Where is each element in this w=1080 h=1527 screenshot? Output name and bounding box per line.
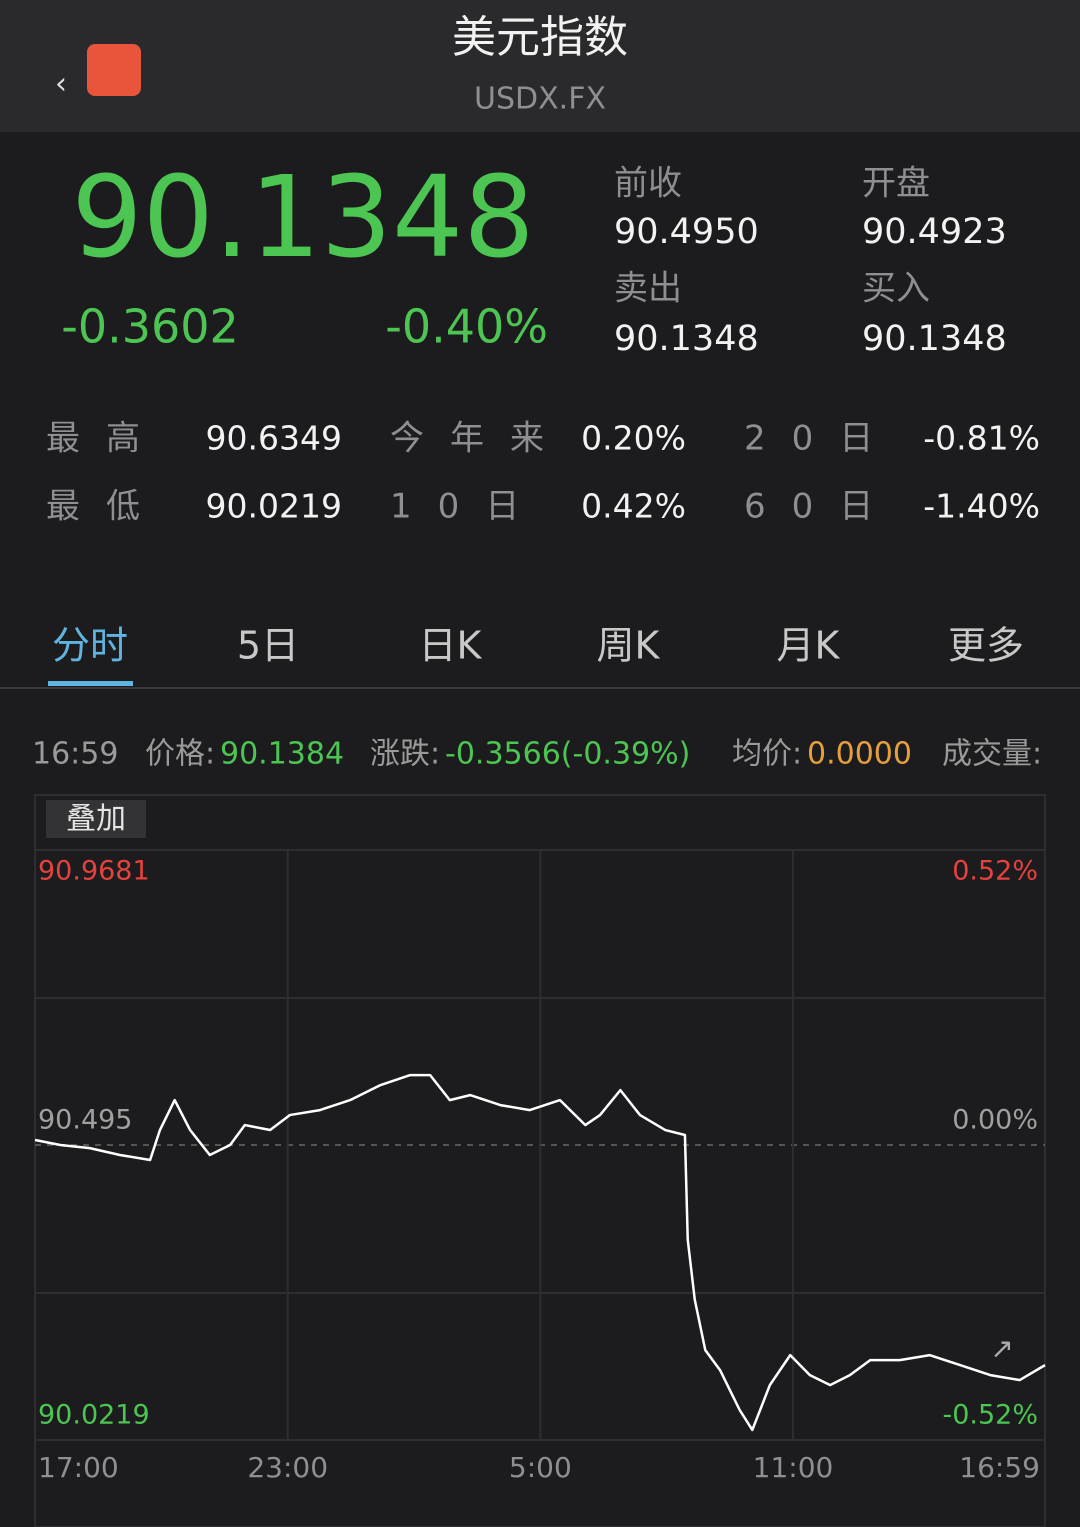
stat-value: 90.4923 <box>862 212 1007 252</box>
tab[interactable]: 周K <box>597 624 661 668</box>
x-tick-label: 11:00 <box>753 1451 834 1484</box>
range-label: 最高 <box>46 419 166 459</box>
range-label: 10日 <box>390 487 545 527</box>
y2-tick-label: -0.52% <box>942 1400 1038 1431</box>
range-value: 90.0219 <box>206 487 342 526</box>
stat-label: 买入 <box>862 269 930 309</box>
info-time: 16:59 <box>32 737 118 772</box>
stat-label: 前收 <box>614 164 682 204</box>
stat-label: 卖出 <box>614 269 682 309</box>
stat-value: 90.1348 <box>862 319 1007 359</box>
change-pct: -0.40% <box>385 300 548 354</box>
range-value: 90.6349 <box>206 419 342 458</box>
x-tick-label: 5:00 <box>509 1451 572 1484</box>
y-tick-label: 90.9681 <box>38 856 150 887</box>
tab[interactable]: 更多 <box>948 624 1024 668</box>
info-label: 成交量: <box>942 737 1042 772</box>
price: 90.1348 <box>71 153 534 283</box>
range-label: 60日 <box>744 487 899 527</box>
stat-label: 开盘 <box>862 164 930 204</box>
y2-tick-label: 0.52% <box>952 856 1038 887</box>
x-tick-label: 17:00 <box>38 1451 119 1484</box>
tabs: 分时 5日 日K 周K 月K 更多 <box>52 624 1024 668</box>
app-icon[interactable] <box>87 44 141 96</box>
expand-icon[interactable]: ↗ <box>990 1332 1013 1365</box>
chart-frame <box>34 794 1046 1527</box>
overlay-button[interactable] <box>46 800 146 838</box>
stat-value: 90.4950 <box>614 212 759 252</box>
range-value: -1.40% <box>923 487 1040 526</box>
tab-indicator <box>48 681 133 686</box>
title: 美元指数 <box>452 12 628 63</box>
ranges: 最高 90.6349 今年来 0.20% 20日 -0.81% 最低 90.0219 10日 0.… <box>46 419 1040 527</box>
subtitle: USDX.FX <box>474 82 606 117</box>
range-value: -0.81% <box>923 419 1040 458</box>
tab[interactable]: 5日 <box>237 624 299 668</box>
x-tick-label: 16:59 <box>959 1451 1040 1484</box>
price-line <box>34 1073 1046 1432</box>
overlay-button-label[interactable]: 叠加 <box>66 802 126 837</box>
y-tick-label: 90.495 <box>38 1105 132 1136</box>
info-label: 价格: <box>145 737 215 772</box>
header-bar <box>0 0 1080 132</box>
change: -0.3602 <box>61 300 239 354</box>
chart: 90.0219 90.495 90.9681 -0.52% 0.00% 0.52% 17:0… <box>34 849 1046 1484</box>
info-price: 90.1384 <box>220 737 344 772</box>
tab[interactable]: 月K <box>777 624 841 668</box>
range-label: 最低 <box>46 487 166 527</box>
x-tick-label: 23:00 <box>247 1451 328 1484</box>
stat-value: 90.1348 <box>614 319 759 359</box>
tab[interactable]: 分时 <box>52 624 128 668</box>
info-label: 均价: <box>732 737 802 772</box>
range-value: 0.20% <box>581 419 686 458</box>
info-change: -0.3566(-0.39%) <box>445 737 690 772</box>
info-label: 涨跌: <box>370 737 440 772</box>
range-label: 20日 <box>744 419 899 459</box>
y2-tick-label: 0.00% <box>952 1105 1038 1136</box>
range-label: 今年来 <box>390 419 570 459</box>
range-value: 0.42% <box>581 487 686 526</box>
info-avg: 0.0000 <box>807 737 912 772</box>
tab[interactable]: 日K <box>419 624 483 668</box>
y-tick-label: 90.0219 <box>38 1400 150 1431</box>
back-button[interactable]: ‹ <box>55 67 67 102</box>
